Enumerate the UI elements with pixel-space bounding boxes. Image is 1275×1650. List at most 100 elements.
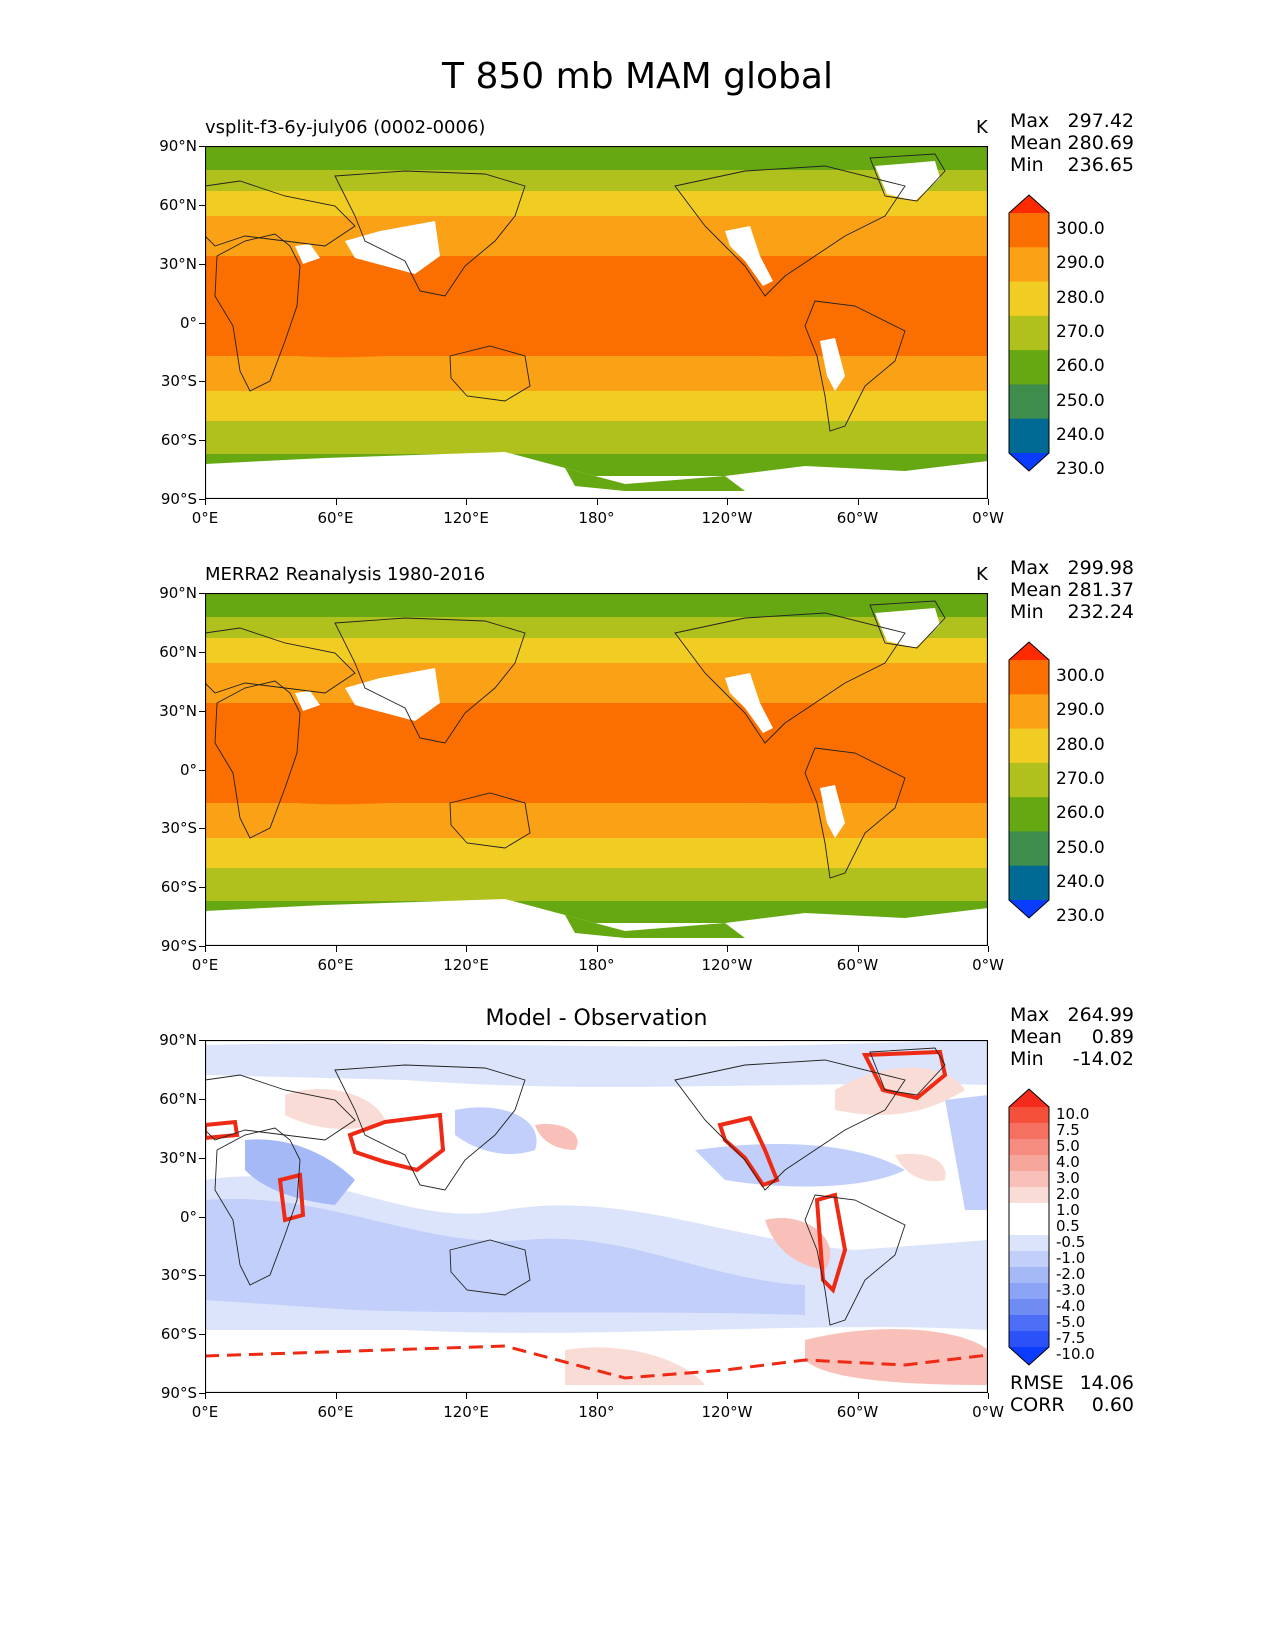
- coastline: [869, 1047, 946, 1096]
- colorbar-swatch: [1009, 865, 1049, 901]
- lat-tick-mark: [199, 499, 205, 500]
- lon-tick-mark: [988, 499, 989, 505]
- units-label: K: [976, 564, 988, 585]
- stat-name: Min: [1010, 1048, 1044, 1070]
- panel-label: vsplit-f3-6y-july06 (0002-0006): [205, 117, 486, 138]
- tibet-mask: [345, 221, 440, 274]
- warm-pool: [205, 269, 988, 358]
- stat-value: 0.89: [1091, 1026, 1134, 1048]
- temperature-band: [205, 191, 988, 216]
- colorbar-tick-label: 5.0: [1056, 1137, 1080, 1155]
- lon-tick-mark: [205, 1393, 206, 1399]
- stats-box: Max 264.99 Mean 0.89 Min -14.02: [1010, 1004, 1134, 1070]
- colorbar-tick-label: 260.0: [1056, 356, 1105, 377]
- lon-tick-mark: [857, 946, 859, 952]
- temperature-band: [205, 638, 988, 663]
- colorbar-tick-label: -7.5: [1056, 1329, 1086, 1347]
- lat-tick-label: 90°N: [159, 137, 197, 155]
- colorbar-tick-label: 300.0: [1056, 666, 1105, 687]
- coastline: [214, 680, 301, 839]
- temperature-band: [205, 391, 988, 421]
- lat-tick-mark: [199, 1040, 205, 1041]
- colorbar-swatch: [1009, 1331, 1049, 1348]
- coastline: [205, 180, 356, 247]
- metric-rmse: RMSE 14.06: [1010, 1372, 1134, 1394]
- colorbar-swatch: [1009, 1171, 1049, 1188]
- lon-tick-mark: [988, 946, 989, 952]
- lat-tick-label: 60°S: [160, 878, 197, 897]
- lon-tick-mark: [857, 499, 859, 505]
- panel-label: Model - Observation: [485, 1006, 708, 1031]
- stat-value: -14.02: [1072, 1048, 1134, 1070]
- lat-tick-label: 30°N: [159, 1148, 197, 1167]
- ross-ice-shelf: [565, 915, 745, 938]
- metric-name: CORR: [1010, 1394, 1065, 1416]
- lat-tick-label: 30°N: [159, 254, 197, 273]
- stats-box: Max 299.98 Mean 281.37 Min 232.24: [1010, 557, 1134, 623]
- temperature-map: [205, 146, 988, 499]
- lon-tick-label: 0°E: [191, 956, 219, 974]
- lon-tick-mark: [466, 1393, 467, 1399]
- temperature-band: [205, 593, 988, 617]
- andes-mask: [820, 785, 845, 838]
- colorbar-tick-label: 240.0: [1056, 424, 1105, 445]
- colorbar-tick-label: 300.0: [1056, 219, 1105, 240]
- colorbar: [1008, 641, 1050, 919]
- colorbar-tick-label: -4.0: [1056, 1297, 1086, 1315]
- coastline: [449, 792, 531, 849]
- lat-tick-label: 0°: [179, 1207, 197, 1226]
- colorbar: [1008, 1088, 1050, 1366]
- lat-tick-mark: [199, 440, 205, 442]
- colorbar-tick-label: 270.0: [1056, 769, 1105, 789]
- coastline: [804, 300, 906, 432]
- lat-tick-label: 90°S: [160, 1384, 197, 1402]
- colorbar-tick-label: 260.0: [1056, 803, 1105, 824]
- temperature-band: [205, 356, 988, 391]
- stat-value: 236.65: [1067, 154, 1134, 176]
- stat-name: Mean: [1010, 579, 1062, 601]
- lon-tick-label: 0°E: [191, 1403, 219, 1421]
- antarctica: [205, 899, 988, 946]
- colorbar-extend-bottom: [1009, 900, 1049, 918]
- colorbar-swatch: [1009, 281, 1049, 317]
- colorbar-tick-label: 1.0: [1056, 1201, 1080, 1219]
- lat-tick-label: 90°N: [159, 584, 197, 602]
- coastline: [869, 600, 946, 649]
- lon-tick-mark: [857, 1393, 859, 1399]
- colorbar-swatch: [1009, 1139, 1049, 1156]
- iran-mask: [295, 691, 320, 711]
- colorbar-tick-label: -0.5: [1056, 1233, 1086, 1251]
- colorbar-swatch: [1009, 1203, 1049, 1220]
- lon-tick-label: 60°W: [836, 509, 879, 527]
- stat-name: Max: [1010, 110, 1050, 132]
- stat-value: 299.98: [1067, 557, 1134, 579]
- lon-tick-mark: [727, 946, 728, 952]
- colorbar-tick-label: 4.0: [1056, 1153, 1080, 1171]
- temperature-band: [205, 421, 988, 454]
- map-frame: [205, 593, 988, 946]
- lon-tick-label: 60°E: [317, 956, 354, 974]
- colorbar-tick-label: 280.0: [1056, 287, 1105, 308]
- colorbar-swatch: [1009, 384, 1049, 420]
- lat-tick-label: 90°S: [160, 937, 197, 955]
- lon-tick-label: 0°W: [972, 1403, 1004, 1421]
- coastline: [334, 170, 526, 297]
- colorbar-swatch: [1009, 728, 1049, 764]
- lat-tick-mark: [199, 769, 205, 771]
- lat-tick-label: 60°N: [159, 1089, 197, 1108]
- lon-tick-label: 0°E: [191, 509, 219, 527]
- colorbar-tick-label: 280.0: [1056, 734, 1105, 755]
- lat-tick-mark: [199, 263, 205, 265]
- colorbar-swatch: [1009, 247, 1049, 283]
- map-frame: [205, 1040, 988, 1393]
- coastline: [205, 627, 356, 694]
- lon-tick-mark: [988, 1393, 989, 1399]
- panel-label: MERRA2 Reanalysis 1980-2016: [205, 564, 486, 585]
- lat-tick-label: 30°N: [159, 701, 197, 720]
- lon-tick-label: 60°W: [836, 1403, 879, 1421]
- tibet-bias-outline: [347, 1112, 446, 1173]
- stat-max: Max 264.99: [1010, 1004, 1134, 1026]
- map-frame: [205, 146, 988, 499]
- colorbar-tick-label: 10.0: [1056, 1105, 1090, 1123]
- temperature-band: [205, 170, 988, 191]
